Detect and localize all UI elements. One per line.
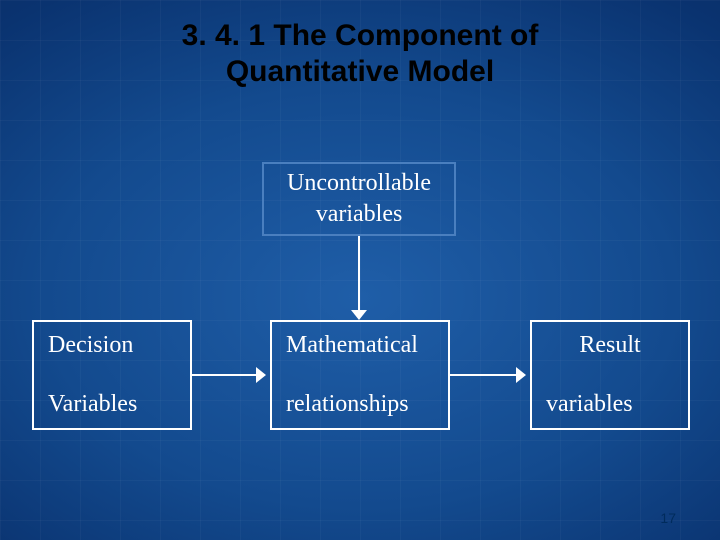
box-right-line1: Result <box>546 330 674 361</box>
arrow-left-to-center-line <box>192 374 258 376</box>
box-decision-variables: Decision Variables <box>32 320 192 430</box>
box-top-line1: Uncontrollable <box>278 168 440 199</box>
box-result-variables: Result variables <box>530 320 690 430</box>
page-number: 17 <box>660 510 676 526</box>
slide-title: 3. 4. 1 The Component of Quantitative Mo… <box>0 18 720 90</box>
arrow-top-to-center-line <box>358 236 360 314</box>
box-center-line2: relationships <box>286 389 434 420</box>
title-line-1: 3. 4. 1 The Component of <box>0 18 720 54</box>
arrow-top-to-center-head <box>351 310 367 320</box>
box-left-line2: Variables <box>48 389 176 420</box>
arrow-center-to-right-line <box>450 374 518 376</box>
box-right-line2: variables <box>546 389 674 420</box>
box-uncontrollable-variables: Uncontrollable variables <box>262 162 456 236</box>
title-line-2: Quantitative Model <box>0 54 720 90</box>
arrow-left-to-center-head <box>256 367 266 383</box>
box-top-line2: variables <box>278 199 440 230</box>
arrow-center-to-right-head <box>516 367 526 383</box>
box-left-line1: Decision <box>48 330 176 361</box>
box-mathematical-relationships: Mathematical relationships <box>270 320 450 430</box>
box-center-line1: Mathematical <box>286 330 434 361</box>
